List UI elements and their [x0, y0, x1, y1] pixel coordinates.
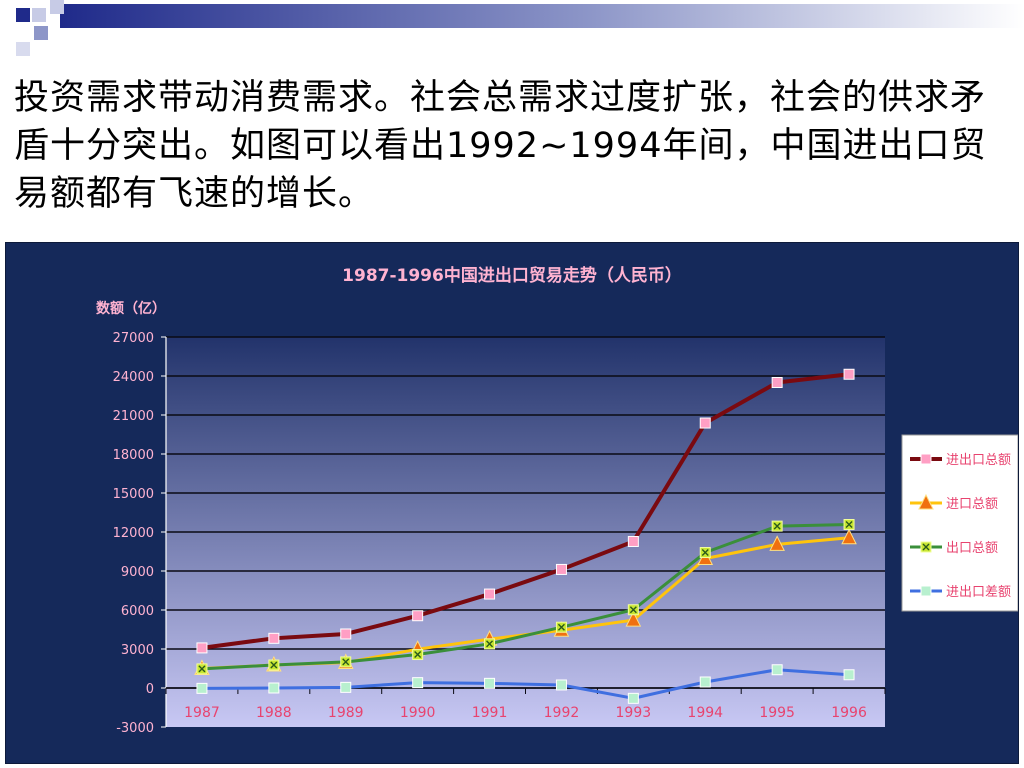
data-point [196, 663, 208, 675]
data-point [484, 588, 496, 600]
data-point [699, 676, 711, 688]
data-point [484, 638, 496, 650]
header-square-light [16, 42, 30, 56]
data-point [555, 621, 567, 633]
data-point [340, 681, 352, 693]
y-tick-label: 3000 [121, 643, 154, 658]
data-point [769, 535, 785, 551]
x-tick-label: 1988 [256, 705, 292, 721]
data-point [340, 628, 352, 640]
data-point-cross [629, 606, 637, 614]
slide-paragraph: 投资需求带动消费需求。社会总需求过度扩张，社会的供求矛盾十分突出。如图可以看出1… [14, 78, 987, 214]
y-tick-label: 27000 [113, 331, 154, 346]
y-axis: 27000 24000 21000 18000 15000 12000 9000 6000 30… [113, 331, 167, 736]
y-axis-label: 数额（亿） [96, 300, 166, 317]
data-point [196, 642, 208, 654]
data-point [843, 518, 855, 530]
chart-panel: 1987-1996中国进出口贸易走势（人民币） 数额（亿） 27000 24000… [5, 242, 1019, 764]
data-point [268, 632, 280, 644]
series-line [201, 372, 850, 650]
legend-item: 进出口总额 [910, 453, 1011, 468]
data-point [625, 610, 642, 627]
data-point [555, 563, 567, 575]
data-point-cross [773, 522, 781, 530]
series-3 [196, 518, 855, 675]
line-chart: 1987-1996中国进出口贸易走势（人民币） 数额（亿） 27000 24000… [96, 265, 1018, 736]
data-point [268, 682, 280, 694]
data-point-cross [198, 665, 206, 673]
legend-label: 进出口差额 [946, 585, 1011, 600]
data-point [920, 453, 932, 465]
data-point [340, 656, 352, 668]
y-tick-label: 24000 [113, 370, 154, 385]
y-tick-label: 21000 [113, 409, 154, 424]
y-tick-label: -3000 [116, 721, 154, 736]
y-tick-label: 12000 [113, 526, 154, 541]
legend-label: 进口总额 [946, 497, 998, 512]
data-point [771, 520, 783, 532]
legend-label: 出口总额 [946, 541, 998, 556]
data-point [412, 610, 424, 622]
data-point [268, 659, 280, 671]
data-point [196, 682, 208, 694]
data-point [920, 585, 932, 597]
data-point [699, 417, 711, 429]
x-axis: 1987 1988 1989 1990 1991 1992 1993 1994 1995 1996 [165, 687, 886, 721]
x-tick-label: 1991 [472, 705, 508, 721]
data-point [627, 604, 639, 616]
data-point [412, 649, 424, 661]
data-point [771, 664, 783, 676]
data-point-cross [557, 623, 565, 631]
data-point [843, 368, 855, 380]
data-point-cross [922, 543, 930, 551]
data-point [484, 677, 496, 689]
x-tick-label: 1993 [616, 705, 652, 721]
y-tick-label: 15000 [113, 487, 154, 502]
y-tick-label: 6000 [121, 604, 154, 619]
x-tick-label: 1995 [759, 705, 795, 721]
x-tick-label: 1996 [831, 705, 867, 721]
legend-item: 出口总额 [910, 541, 998, 556]
data-point [627, 535, 639, 547]
data-point-cross [342, 658, 350, 666]
data-point-cross [414, 651, 422, 659]
data-point [699, 547, 711, 559]
legend-item: 进出口差额 [910, 585, 1011, 600]
data-point [920, 541, 932, 553]
header-gradient-bar [60, 4, 1024, 28]
legend-item: 进口总额 [910, 493, 998, 512]
header-square-dark [16, 8, 30, 22]
y-tick-label: 0 [146, 682, 154, 697]
x-tick-label: 1994 [687, 705, 723, 721]
x-tick-label: 1987 [184, 705, 220, 721]
data-point-cross [270, 661, 278, 669]
data-point-cross [845, 521, 853, 528]
header-square-light [50, 0, 64, 14]
x-tick-label: 1990 [400, 705, 436, 721]
data-point [627, 692, 639, 704]
data-point [555, 679, 567, 691]
y-tick-label: 18000 [113, 448, 154, 463]
x-tick-label: 1992 [544, 705, 580, 721]
y-tick-label: 9000 [121, 565, 154, 580]
chart-title: 1987-1996中国进出口贸易走势（人民币） [342, 265, 682, 286]
data-point [918, 493, 934, 510]
data-point-cross [701, 549, 709, 557]
legend-label: 进出口总额 [946, 453, 1011, 468]
data-point-cross [486, 640, 494, 648]
data-point [843, 669, 855, 681]
series-lines [194, 368, 857, 704]
series-1 [196, 368, 855, 654]
series-4 [196, 664, 855, 704]
series-line [201, 522, 850, 671]
data-point [771, 377, 783, 388]
header-square-light [32, 8, 46, 22]
slide-header-decoration [16, 0, 1024, 56]
x-tick-label: 1989 [328, 705, 364, 721]
data-point [841, 528, 857, 545]
series-line [201, 668, 850, 700]
header-square-mid [34, 26, 48, 40]
data-point [412, 677, 424, 689]
